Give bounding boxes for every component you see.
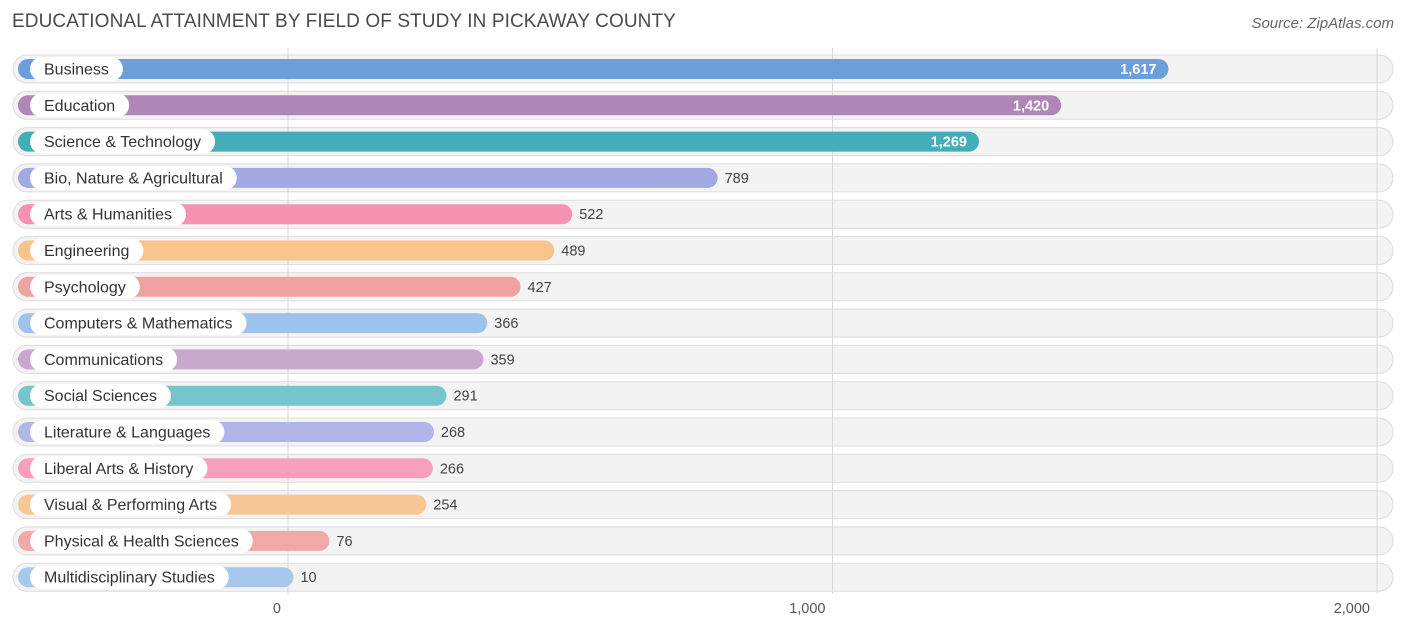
category-label: Bio, Nature & Agricultural xyxy=(44,170,223,187)
label-pill xyxy=(30,202,187,227)
bar[interactable] xyxy=(18,59,1169,79)
value-label: 1,617 xyxy=(1120,62,1156,78)
category-label: Literature & Languages xyxy=(44,425,210,442)
bar[interactable] xyxy=(18,95,1062,116)
value-label: 359 xyxy=(490,352,514,368)
value-label: 291 xyxy=(453,389,477,405)
bar[interactable] xyxy=(18,276,521,297)
value-label: 789 xyxy=(725,171,749,187)
label-pill xyxy=(30,93,130,118)
label-pill xyxy=(30,565,229,590)
value-label: 10 xyxy=(300,570,316,586)
bar[interactable] xyxy=(18,240,555,261)
chart-title: EDUCATIONAL ATTAINMENT BY FIELD OF STUDY… xyxy=(12,11,676,32)
label-pill xyxy=(30,420,225,444)
category-label: Visual & Performing Arts xyxy=(44,497,217,514)
row-track xyxy=(12,526,1394,556)
value-label: 1,269 xyxy=(931,135,967,151)
category-label: Engineering xyxy=(44,243,129,260)
category-label: Education xyxy=(44,98,115,115)
value-label: 427 xyxy=(528,280,552,296)
category-label: Science & Technology xyxy=(44,134,201,151)
x-tick-label: 1,000 xyxy=(789,601,825,617)
label-pill xyxy=(30,347,178,372)
bar[interactable] xyxy=(18,131,979,152)
value-label: 1,420 xyxy=(1013,98,1049,114)
category-label: Social Sciences xyxy=(44,388,157,405)
row-track xyxy=(12,562,1394,592)
label-pill xyxy=(30,311,247,336)
value-label: 522 xyxy=(579,207,603,223)
label-pill xyxy=(30,456,208,481)
category-label: Communications xyxy=(44,352,163,369)
value-label: 268 xyxy=(441,425,465,441)
value-label: 76 xyxy=(336,534,352,550)
value-label: 266 xyxy=(440,461,464,477)
label-pill xyxy=(30,492,232,517)
label-pill xyxy=(30,528,253,553)
category-label: Arts & Humanities xyxy=(44,207,172,224)
label-pill xyxy=(30,274,140,299)
source-note: Source: ZipAtlas.com xyxy=(1251,15,1394,32)
category-label: Physical & Health Sciences xyxy=(44,533,239,550)
value-label: 489 xyxy=(561,244,585,260)
label-pill xyxy=(30,57,123,81)
label-pill xyxy=(30,129,216,154)
label-pill xyxy=(30,383,171,408)
x-tick-label: 0 xyxy=(273,601,281,617)
label-pill xyxy=(30,238,144,263)
value-label: 366 xyxy=(494,316,518,332)
category-label: Business xyxy=(44,62,109,79)
category-label: Multidisciplinary Studies xyxy=(44,570,215,587)
category-label: Liberal Arts & History xyxy=(44,461,193,478)
value-label: 254 xyxy=(433,498,457,514)
label-pill xyxy=(30,165,237,190)
x-tick-label: 2,000 xyxy=(1334,601,1370,617)
category-label: Computers & Mathematics xyxy=(44,316,233,333)
category-label: Psychology xyxy=(44,279,126,296)
